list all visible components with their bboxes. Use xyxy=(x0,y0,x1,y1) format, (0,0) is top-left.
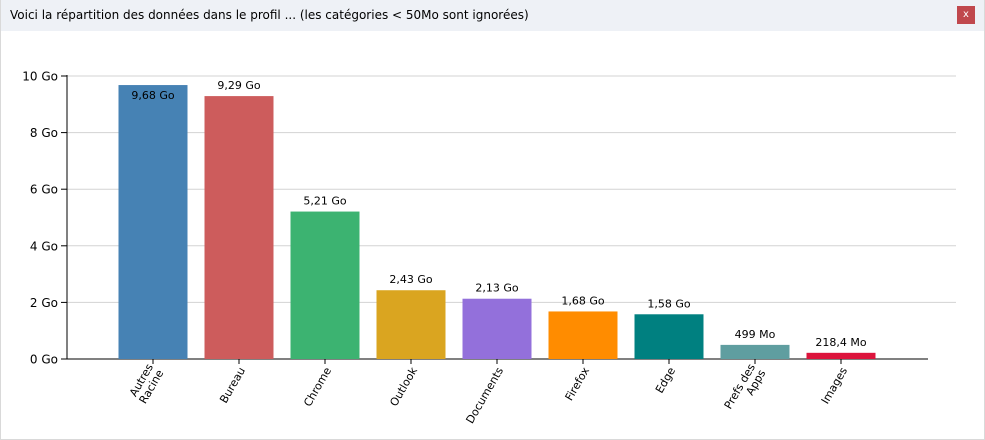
close-icon: x xyxy=(963,9,969,20)
x-tick-label: Edge xyxy=(653,365,678,396)
bar xyxy=(118,85,188,359)
data-label: 9,29 Go xyxy=(217,79,261,92)
data-label: 1,58 Go xyxy=(647,297,691,310)
bar xyxy=(806,352,876,359)
y-tick-label: 4 Go xyxy=(30,239,58,253)
y-tick-label: 6 Go xyxy=(30,183,58,197)
y-tick-label: 8 Go xyxy=(30,126,58,140)
data-label: 5,21 Go xyxy=(303,195,347,208)
window-title: Voici la répartition des données dans le… xyxy=(10,8,529,22)
data-label: 2,13 Go xyxy=(475,282,519,295)
x-tick-label: AutresRacine xyxy=(126,361,166,406)
bar xyxy=(462,298,532,359)
x-tick-label: Prefs desApps xyxy=(722,361,769,417)
data-label: 218,4 Mo xyxy=(815,336,866,349)
bar xyxy=(290,211,360,359)
close-button[interactable]: x xyxy=(957,6,975,24)
x-tick-label: Images xyxy=(819,365,850,407)
x-tick-label: Documents xyxy=(463,365,506,426)
bar-chart: 0 Go 2 Go 4 Go 6 Go 8 Go 10 Go 9,68 Go AutresRa… xyxy=(22,70,956,426)
bar xyxy=(634,314,704,359)
title-bar: Voici la répartition des données dans le… xyxy=(1,0,984,31)
bar xyxy=(376,290,446,359)
x-tick-label: Outlook xyxy=(387,364,420,408)
x-tick-label: Bureau xyxy=(217,365,248,406)
y-tick-label: 0 Go xyxy=(30,353,58,367)
x-tick-label: Firefox xyxy=(563,365,593,403)
x-tick-label: Chrome xyxy=(301,365,334,409)
y-tick-label: 10 Go xyxy=(22,70,58,84)
data-label: 2,43 Go xyxy=(389,273,433,286)
data-label: 9,68 Go xyxy=(131,89,175,102)
bar xyxy=(720,344,790,359)
bar xyxy=(204,96,274,359)
data-label: 1,68 Go xyxy=(561,294,605,307)
y-tick-label: 2 Go xyxy=(30,296,58,310)
bar xyxy=(548,311,618,359)
data-label: 499 Mo xyxy=(735,328,776,341)
